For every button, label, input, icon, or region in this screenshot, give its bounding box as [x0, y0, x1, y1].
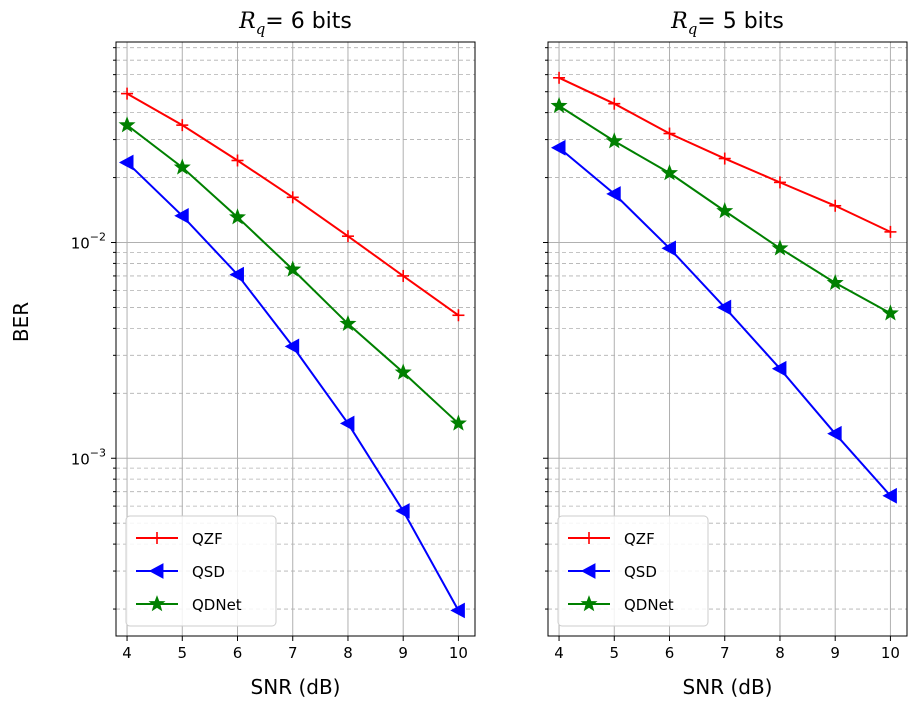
legend-box: [557, 515, 709, 627]
chart-title: Rq= 5 bits: [670, 9, 784, 38]
x-tick-label: 8: [775, 644, 785, 662]
legend-label: QZF: [192, 530, 223, 548]
legend-item: QZF: [568, 530, 655, 548]
data-point: [771, 360, 787, 377]
legend-item: QDNet: [568, 595, 674, 614]
data-point: [884, 225, 897, 238]
data-point: [716, 299, 732, 316]
data-point: [339, 415, 355, 432]
data-point: [173, 158, 191, 175]
series-qzf: [553, 71, 897, 238]
data-point: [716, 202, 734, 219]
chart-title: Rq= 6 bits: [238, 9, 352, 38]
data-point: [773, 176, 786, 189]
right-panel: 4 5 6 7 8 9 10 SNR (dB) Rq= 5 bits QZF QSD QDNet: [543, 9, 908, 699]
data-point: [339, 314, 357, 332]
data-point: [771, 239, 789, 256]
x-axis-label: SNR (dB): [251, 675, 341, 699]
legend-marker: [151, 532, 163, 544]
data-point: [606, 186, 621, 202]
legend-label: QSD: [624, 563, 657, 581]
x-tick-label: 6: [233, 644, 243, 662]
x-tick-label: 4: [122, 644, 132, 662]
data-point: [452, 309, 465, 322]
legend-label: QDNet: [624, 596, 674, 614]
data-point: [608, 97, 621, 110]
legend-box: [125, 515, 277, 627]
data-point: [661, 164, 678, 181]
data-point: [121, 87, 134, 100]
data-point: [176, 119, 189, 132]
data-point: [394, 363, 412, 380]
legend-item: QSD: [136, 563, 225, 581]
data-point: [450, 602, 465, 619]
data-point: [449, 414, 467, 431]
legend-marker: [148, 595, 166, 612]
y-tick-label: 10−3: [71, 446, 106, 468]
data-point: [397, 269, 410, 282]
data-point: [395, 503, 410, 519]
legend-label: QSD: [192, 563, 225, 581]
data-point: [661, 240, 676, 257]
data-point: [663, 127, 676, 140]
x-tick-label: 6: [665, 644, 675, 662]
data-point: [826, 273, 844, 291]
data-point: [229, 266, 244, 283]
data-point: [882, 487, 897, 504]
x-tick-label: 10: [881, 644, 900, 662]
legend: QZF QSD QDNet: [125, 515, 277, 627]
y-tick-label: 10−2: [71, 231, 106, 253]
x-tick-label: 9: [830, 644, 840, 662]
left-panel: 4 5 6 7 8 9 10 10−3 10−2 SNR (dB) Rq= 6 bits QZF QSD…: [71, 9, 476, 699]
data-point: [605, 132, 623, 149]
data-point: [718, 152, 731, 165]
series-qsd: [118, 154, 465, 619]
data-point: [118, 154, 134, 171]
series-qdnet: [550, 96, 899, 321]
legend-marker: [583, 532, 595, 544]
x-axis-label: SNR (dB): [683, 675, 773, 699]
data-point: [827, 425, 842, 442]
x-tick-label: 5: [178, 644, 188, 662]
legend-item: QDNet: [136, 595, 242, 614]
data-point: [881, 304, 899, 321]
x-tick-label: 7: [720, 644, 730, 662]
legend-label: QDNet: [192, 596, 242, 614]
data-point: [286, 191, 299, 204]
x-tick-label: 4: [554, 644, 564, 662]
legend-label: QZF: [624, 530, 655, 548]
data-point: [284, 260, 302, 277]
data-point: [229, 208, 246, 225]
x-tick-label: 8: [343, 644, 353, 662]
data-point: [341, 230, 354, 243]
legend-marker: [580, 563, 596, 579]
data-point: [550, 139, 566, 156]
data-point: [284, 338, 300, 355]
data-point: [118, 116, 136, 133]
data-point: [231, 154, 244, 167]
series-qdnet: [118, 116, 467, 431]
data-point: [553, 71, 566, 84]
legend: QZF QSD QDNet: [557, 515, 709, 627]
axes-frame: [547, 41, 908, 637]
x-tick-label: 9: [398, 644, 408, 662]
legend-item: QSD: [568, 563, 657, 581]
axes-frame: [115, 41, 476, 637]
x-tick-label: 10: [449, 644, 468, 662]
x-tick-label: 7: [288, 644, 298, 662]
series-qzf: [121, 87, 465, 322]
x-tick-label: 5: [610, 644, 620, 662]
data-point: [829, 199, 842, 212]
data-point: [174, 207, 189, 224]
legend-marker: [148, 563, 164, 579]
y-axis-label: BER: [9, 302, 33, 342]
legend-item: QZF: [136, 530, 223, 548]
series-qsd: [550, 139, 897, 504]
data-point: [550, 96, 568, 114]
legend-marker: [580, 595, 598, 612]
